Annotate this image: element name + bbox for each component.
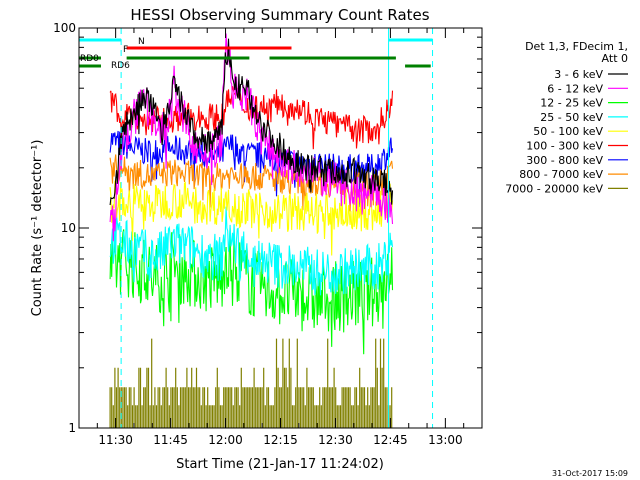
legend-header-0: Det 1,3, FDecim 1,	[525, 40, 628, 53]
x-tick-label-3: 12:15	[263, 433, 298, 447]
legend-label-4: 50 - 100 keV	[533, 125, 603, 138]
chart-title: HESSI Observing Summary Count Rates	[130, 6, 429, 24]
series-line-0	[109, 38, 394, 206]
legend-header-1: Att 0	[602, 52, 628, 65]
series-layer	[109, 33, 394, 428]
legend-label-8: 7000 - 20000 keV	[505, 182, 603, 195]
x-tick-label-4: 12:30	[318, 433, 353, 447]
series-bars-8	[109, 338, 393, 428]
x-tick-label-6: 13:00	[428, 433, 463, 447]
series-line-7	[109, 154, 394, 213]
legend-label-5: 100 - 300 keV	[526, 140, 603, 153]
y-tick-label-0: 1	[68, 421, 76, 435]
legend-label-1: 6 - 12 keV	[547, 82, 603, 95]
flag-label-rd6: RD6	[111, 61, 130, 71]
legend-label-7: 800 - 7000 keV	[519, 168, 603, 181]
flag-label-f: F	[123, 45, 128, 55]
axes: 11:30 11:45 12:00 12:15 12:30 12:45 13:00 1 10 10…	[53, 21, 483, 447]
y-tick-label-1: 10	[61, 221, 76, 235]
series-line-4	[109, 178, 394, 256]
series-line-3	[109, 206, 394, 296]
flag-label-n: N	[138, 37, 145, 47]
x-tick-label-2: 12:00	[208, 433, 243, 447]
legend-label-0: 3 - 6 keV	[554, 68, 603, 81]
footer-date: 31-Oct-2017 15:09	[552, 469, 628, 478]
flag-label-rd0: RD0	[80, 54, 99, 64]
legend-label-3: 25 - 50 keV	[540, 111, 603, 124]
x-tick-label-0: 11:30	[98, 433, 133, 447]
x-tick-label-1: 11:45	[153, 433, 188, 447]
y-tick-label-2: 100	[53, 21, 76, 35]
x-axis-label: Start Time (21-Jan-17 11:24:02)	[176, 457, 384, 472]
y-axis-label: Count Rate (s⁻¹ detector⁻¹)	[30, 140, 45, 317]
flags-layer	[79, 28, 434, 428]
legend: NF RD0 RD6 Det 1,3, FDecim 1,Att 0 3 - 6 keV…	[80, 37, 628, 195]
legend-label-2: 12 - 25 keV	[540, 97, 603, 110]
x-tick-label-5: 12:45	[373, 433, 408, 447]
legend-label-6: 300 - 800 keV	[526, 154, 603, 167]
